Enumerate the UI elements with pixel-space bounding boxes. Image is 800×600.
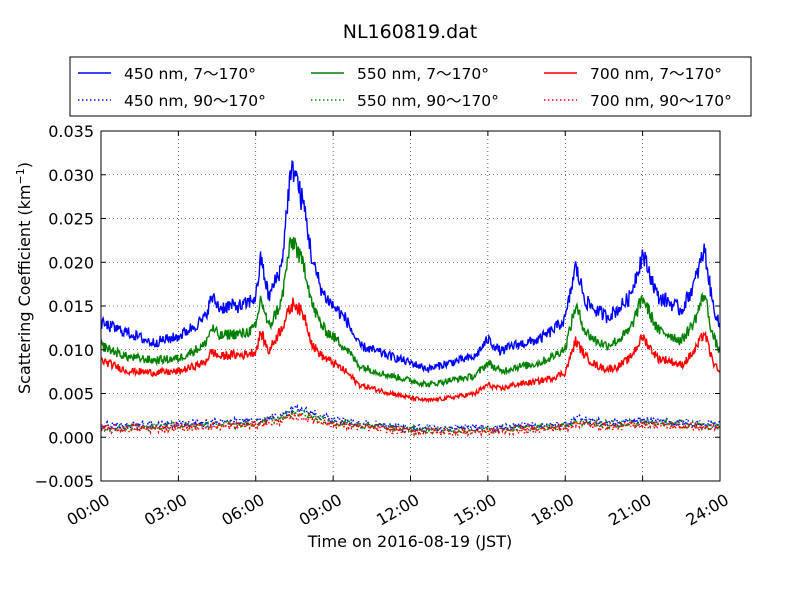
x-tick-label: 21:00 <box>605 490 654 530</box>
x-tick-label: 24:00 <box>683 490 732 530</box>
series-line-2 <box>101 297 720 404</box>
y-tick-label: 0.035 <box>48 122 94 141</box>
legend-entry: 550 nm, 90～170° <box>357 92 499 110</box>
y-tick-label: −0.005 <box>35 472 94 491</box>
series-line-1 <box>101 236 720 389</box>
x-tick-label: 03:00 <box>141 490 190 530</box>
y-axis: −0.005 0.000 0.005 0.010 0.015 0.020 0.025 0.03… <box>35 122 720 491</box>
legend-entry: 550 nm, 7～170° <box>357 65 489 83</box>
plot-area: 00:00 03:00 06:00 09:00 12:00 15:00 18:00 21:00… <box>35 122 732 530</box>
legend-entry: 450 nm, 90～170° <box>124 92 266 110</box>
chart-title: NL160819.dat <box>343 21 478 43</box>
series-line-5 <box>101 411 720 439</box>
y-tick-label: 0.010 <box>48 341 94 360</box>
y-axis-label-close: ) <box>15 162 34 168</box>
x-tick-label: 06:00 <box>218 490 267 530</box>
y-axis-label-exponent: −1 <box>14 168 27 184</box>
y-tick-label: 0.000 <box>48 428 94 447</box>
legend: 450 nm, 7～170° 550 nm, 7～170° 700 nm, 7～17… <box>69 56 752 117</box>
series-line-0 <box>101 159 720 373</box>
series-line-3 <box>101 403 720 436</box>
series-group <box>101 159 720 439</box>
y-tick-label: 0.020 <box>48 253 94 272</box>
y-axis-label: Scattering Coefficient (km−1) <box>14 162 34 394</box>
y-tick-label: 0.005 <box>48 385 94 404</box>
x-tick-label: 12:00 <box>373 490 422 530</box>
x-tick-label: 15:00 <box>450 490 499 530</box>
x-axis-label: Time on 2016-08-19 (JST) <box>307 532 512 551</box>
y-axis-label-main: Scattering Coefficient (km <box>15 184 34 394</box>
x-tick-label: 00:00 <box>64 490 113 530</box>
legend-entry: 700 nm, 90～170° <box>590 92 732 110</box>
x-tick-label: 09:00 <box>296 490 345 530</box>
series-line-4 <box>101 407 720 437</box>
x-tick-label: 18:00 <box>528 490 577 530</box>
y-tick-label: 0.030 <box>48 166 94 185</box>
legend-box <box>69 56 752 117</box>
legend-entry: 700 nm, 7～170° <box>590 65 722 83</box>
legend-entry: 450 nm, 7～170° <box>124 65 256 83</box>
y-tick-label: 0.025 <box>48 210 94 229</box>
y-tick-label: 0.015 <box>48 297 94 316</box>
